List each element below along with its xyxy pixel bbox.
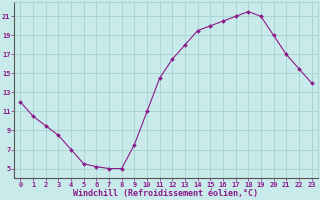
X-axis label: Windchill (Refroidissement éolien,°C): Windchill (Refroidissement éolien,°C) — [74, 189, 259, 198]
